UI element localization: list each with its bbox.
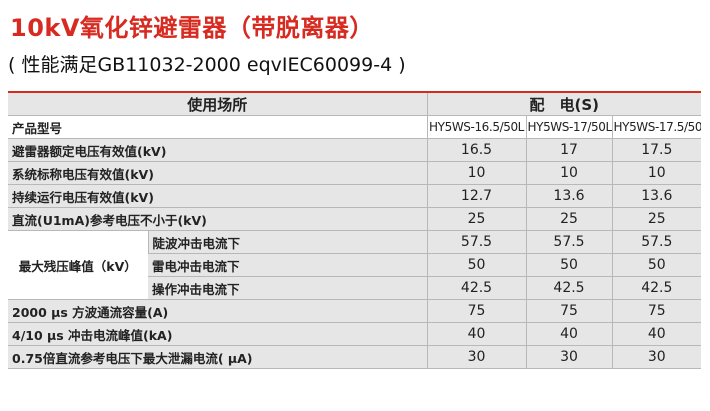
row-value: 40 <box>525 322 613 346</box>
row-value: 17 <box>525 138 613 162</box>
page-title: 10kV氧化锌避雷器（带脱离器） <box>10 14 374 42</box>
row-value: 42.5 <box>426 276 527 300</box>
model-cell: HY5WS-16.5/50L <box>426 115 527 139</box>
row-label: 直流(U1mA)参考电压不小于(kV) <box>8 207 428 231</box>
row-value: 10 <box>611 161 702 185</box>
row-value: 42.5 <box>525 276 613 300</box>
row-value: 10 <box>426 161 527 185</box>
row-value: 40 <box>611 322 702 346</box>
residual-sub-label: 操作冲击电流下 <box>148 276 428 300</box>
row-value: 12.7 <box>426 184 527 208</box>
table-row: 4/10 μs 冲击电流峰值(kA) 40 40 40 <box>8 322 702 346</box>
row-label: 持续运行电压有效值(kV) <box>8 184 428 208</box>
table-row: 避雷器额定电压有效值(kV) 16.5 17 17.5 <box>8 138 702 162</box>
row-value: 50 <box>426 253 527 277</box>
model-cell: HY5WS-17.5/50L <box>611 115 702 139</box>
table-row: 2000 μs 方波通流容量(A) 75 75 75 <box>8 299 702 323</box>
header-usage: 使用场所 <box>8 91 428 116</box>
row-value: 17.5 <box>611 138 702 162</box>
row-value: 50 <box>611 253 702 277</box>
header-application: 配 电(S) <box>426 91 702 116</box>
row-value: 75 <box>525 299 613 323</box>
row-value: 75 <box>426 299 527 323</box>
row-value: 25 <box>525 207 613 231</box>
residual-sub-label: 陡波冲击电流下 <box>147 230 428 254</box>
row-value: 50 <box>525 253 613 277</box>
table-row: 系统标称电压有效值(kV) 10 10 10 <box>8 161 702 185</box>
row-value: 25 <box>426 207 527 231</box>
row-value: 57.5 <box>611 230 702 254</box>
row-value: 42.5 <box>611 276 702 300</box>
model-label: 产品型号 <box>8 115 428 139</box>
row-value: 75 <box>611 299 702 323</box>
row-value: 25 <box>611 207 702 231</box>
row-label: 2000 μs 方波通流容量(A) <box>8 299 428 323</box>
table-header-row: 使用场所 配 电(S) <box>8 91 702 116</box>
row-value: 10 <box>525 161 613 185</box>
model-row: 产品型号 HY5WS-16.5/50L HY5WS-17/50L HY5WS-1… <box>8 115 702 139</box>
table-row: 0.75倍直流参考电压下最大泄漏电流( μA) 30 30 30 <box>8 345 702 369</box>
row-label: 4/10 μs 冲击电流峰值(kA) <box>8 322 428 346</box>
row-value: 13.6 <box>525 184 613 208</box>
row-value: 57.5 <box>525 230 613 254</box>
row-value: 13.6 <box>611 184 702 208</box>
spec-table: 使用场所 配 电(S) 产品型号 HY5WS-16.5/50L HY5WS-17… <box>8 91 702 369</box>
row-value: 57.5 <box>426 230 527 254</box>
table-row: 操作冲击电流下 42.5 42.5 42.5 <box>8 276 702 300</box>
row-label: 避雷器额定电压有效值(kV) <box>8 138 428 162</box>
row-value: 30 <box>525 345 613 369</box>
table-row: 持续运行电压有效值(kV) 12.7 13.6 13.6 <box>8 184 702 208</box>
page-subtitle: ( 性能满足GB11032-2000 eqvIEC60099-4 ) <box>8 54 406 76</box>
table-row: 直流(U1mA)参考电压不小于(kV) 25 25 25 <box>8 207 702 231</box>
residual-label: 最大残压峰值（kV） <box>8 230 148 300</box>
row-value: 30 <box>426 345 527 369</box>
model-cell: HY5WS-17/50L <box>525 115 613 139</box>
row-value: 30 <box>611 345 702 369</box>
table-row: 雷电冲击电流下 50 50 50 <box>8 253 702 277</box>
row-label: 0.75倍直流参考电压下最大泄漏电流( μA) <box>8 345 428 369</box>
row-value: 16.5 <box>426 138 527 162</box>
row-label: 系统标称电压有效值(kV) <box>8 161 428 185</box>
row-value: 40 <box>426 322 527 346</box>
residual-sub-label: 雷电冲击电流下 <box>148 253 428 277</box>
table-row: 最大残压峰值（kV） 陡波冲击电流下 57.5 57.5 57.5 <box>8 230 702 300</box>
